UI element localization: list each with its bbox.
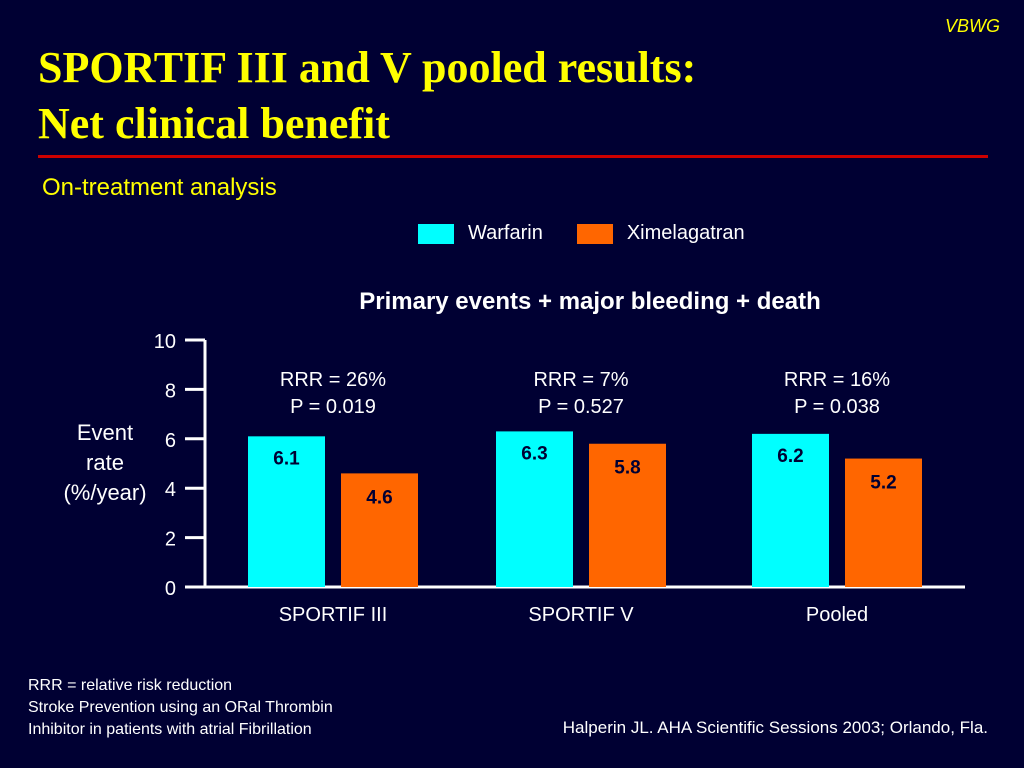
footnote-1: RRR = relative risk reduction [28, 677, 233, 694]
brand-label: VBWG [944, 16, 1000, 36]
bar-value-label: 6.3 [521, 443, 547, 464]
bar-value-label: 6.2 [777, 446, 803, 467]
bar-value-label: 5.2 [870, 473, 896, 494]
footnote-3: Inhibitor in patients with atrial Fibril… [28, 721, 312, 738]
y-axis-label-line-2: rate [86, 450, 124, 475]
title-line-1: SPORTIF III and V pooled results: [38, 43, 697, 92]
y-tick-label: 8 [165, 380, 176, 402]
legend-swatch-ximelagatran [576, 223, 613, 244]
x-category-label: SPORTIF V [528, 604, 634, 626]
legend-item-ximelagatran: Ximelagatran [576, 222, 745, 245]
p-value-annotation: P = 0.527 [538, 396, 624, 418]
y-tick-label: 10 [154, 331, 176, 353]
y-tick-label: 4 [165, 479, 176, 501]
bar-ximelagatran-3 [845, 458, 922, 587]
legend-label-ximelagatran: Ximelagatran [626, 222, 745, 244]
title-line-2: Net clinical benefit [38, 99, 390, 148]
bar-value-label: 5.8 [614, 458, 640, 479]
bar-warfarin-1 [248, 436, 325, 587]
title-divider [38, 155, 988, 158]
bar-value-label: 4.6 [366, 487, 392, 508]
legend-swatch-warfarin [418, 223, 454, 244]
page-title: SPORTIF III and V pooled results: Net cl… [38, 40, 696, 152]
p-value-annotation: P = 0.038 [794, 396, 880, 418]
citation: Halperin JL. AHA Scientific Sessions 200… [562, 718, 988, 737]
bar-warfarin-3 [752, 433, 829, 587]
rrr-annotation: RRR = 16% [784, 369, 890, 391]
y-axis-label-line-1: Event [76, 420, 134, 445]
legend-item-warfarin: Warfarin [418, 222, 543, 245]
chart-legend: Warfarin Ximelagatran [418, 222, 779, 245]
bar-ximelagatran-1 [341, 473, 418, 587]
chart-title: Primary events + major bleeding + death [359, 288, 821, 315]
y-tick-label: 6 [165, 430, 176, 452]
y-tick-label: 2 [165, 529, 176, 551]
x-category-label: SPORTIF III [279, 604, 388, 626]
y-axis-label-line-3: (%/year) [63, 480, 147, 505]
legend-label-warfarin: Warfarin [468, 222, 543, 244]
footnote-2: Stroke Prevention using an ORal Thrombin [28, 699, 333, 716]
rrr-annotation: RRR = 26% [280, 369, 386, 391]
footnotes: RRR = relative risk reduction Stroke Pre… [28, 675, 333, 741]
x-category-label: Pooled [806, 604, 868, 626]
rrr-annotation: RRR = 7% [533, 369, 628, 391]
bar-value-label: 6.1 [273, 448, 300, 469]
p-value-annotation: P = 0.019 [290, 396, 376, 418]
y-tick-label: 0 [165, 578, 176, 600]
bar-ximelagatran-2 [589, 443, 666, 587]
subtitle: On-treatment analysis [42, 174, 277, 201]
bar-warfarin-2 [496, 431, 573, 587]
y-axis-label: Event rate (%/year) [50, 418, 160, 508]
